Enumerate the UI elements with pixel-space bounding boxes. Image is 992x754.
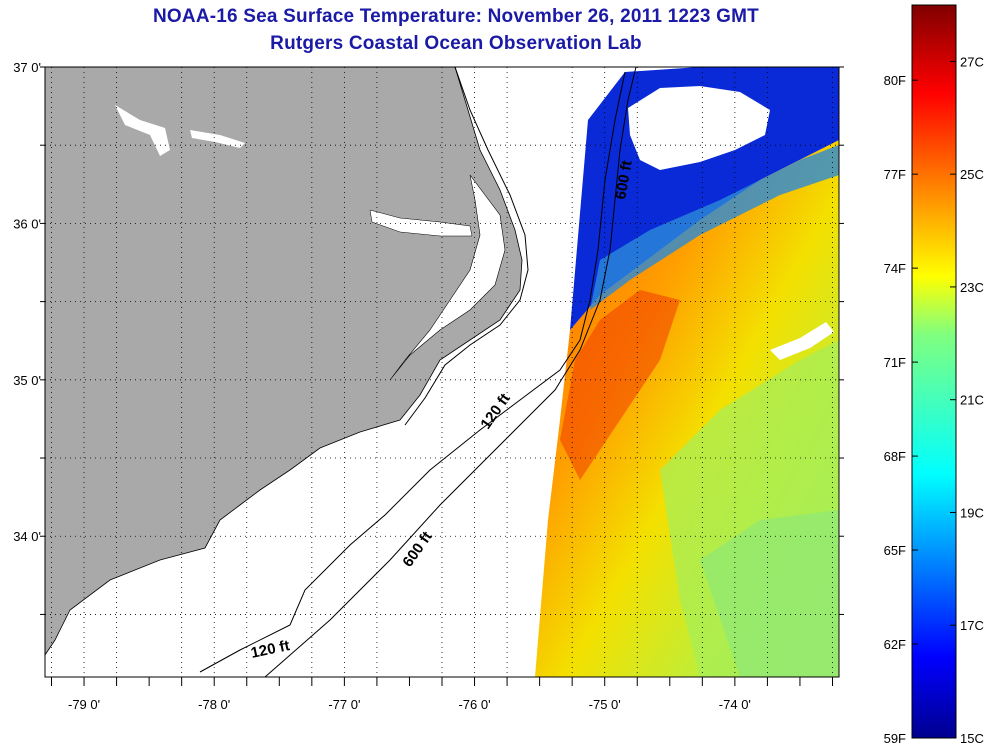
colorbar-c-label: 19C (960, 505, 984, 520)
colorbar (911, 4, 957, 739)
colorbar-c-label: 17C (960, 618, 984, 633)
lat-tick-label: 36 0' (13, 216, 41, 231)
land-area (45, 67, 523, 656)
sst-shelf-transition (590, 145, 839, 310)
colorbar-c-label: 15C (960, 731, 984, 746)
longitude-axis: -79 0' -78 0' -77 0' -76 0' -75 0' -74 0' (51, 677, 833, 712)
colorbar-f-label: 80F (884, 73, 906, 88)
cloud-patch-east (770, 322, 834, 360)
graticule (45, 67, 839, 677)
colorbar-f-label: 59F (884, 731, 906, 746)
colorbar-c-label: 21C (960, 393, 984, 408)
sst-swath-midgreen (700, 510, 839, 677)
colorbar-f-label: 68F (884, 449, 906, 464)
sst-warm-core (560, 290, 680, 480)
lon-tick-label: -79 0' (68, 697, 100, 712)
albemarle-sound (369, 209, 473, 237)
colorbar-c-label: 23C (960, 280, 984, 295)
colorbar-f-label: 74F (884, 261, 906, 276)
colorbar-fahrenheit-labels: 80F 77F 74F 71F 68F 65F 62F 59F (884, 73, 918, 746)
map-title: NOAA-16 Sea Surface Temperature: Novembe… (153, 6, 759, 27)
colorbar-c-label: 27C (960, 54, 984, 69)
inland-lake-2 (190, 130, 245, 148)
colorbar-celsius-labels: 27C 25C 23C 21C 19C 17C 15C (950, 54, 984, 746)
lat-tick-label: 37 0' (13, 60, 41, 75)
colorbar-f-label: 62F (884, 637, 906, 652)
outer-banks-coast (404, 67, 529, 426)
lat-tick-label: 35 0' (13, 373, 41, 388)
contour-600ft (264, 67, 637, 677)
colorbar-f-label: 77F (884, 167, 906, 182)
lon-tick-label: -75 0' (589, 697, 621, 712)
map-subtitle: Rutgers Coastal Ocean Observation Lab (270, 33, 642, 54)
latitude-axis: 37 0' 36 0' 35 0' 34 0' (13, 60, 844, 615)
lon-tick-label: -76 0' (458, 697, 490, 712)
contour-label-600ft-north: 600 ft (612, 159, 636, 201)
colorbar-c-label: 25C (960, 167, 984, 182)
colorbar-f-label: 71F (884, 355, 906, 370)
contour-120ft (199, 71, 626, 673)
lon-tick-label: -78 0' (198, 697, 230, 712)
lon-tick-label: -74 0' (719, 697, 751, 712)
lon-tick-label: -77 0' (328, 697, 360, 712)
inland-lake (115, 105, 170, 156)
lat-tick-label: 34 0' (13, 529, 41, 544)
colorbar-f-label: 65F (884, 543, 906, 558)
